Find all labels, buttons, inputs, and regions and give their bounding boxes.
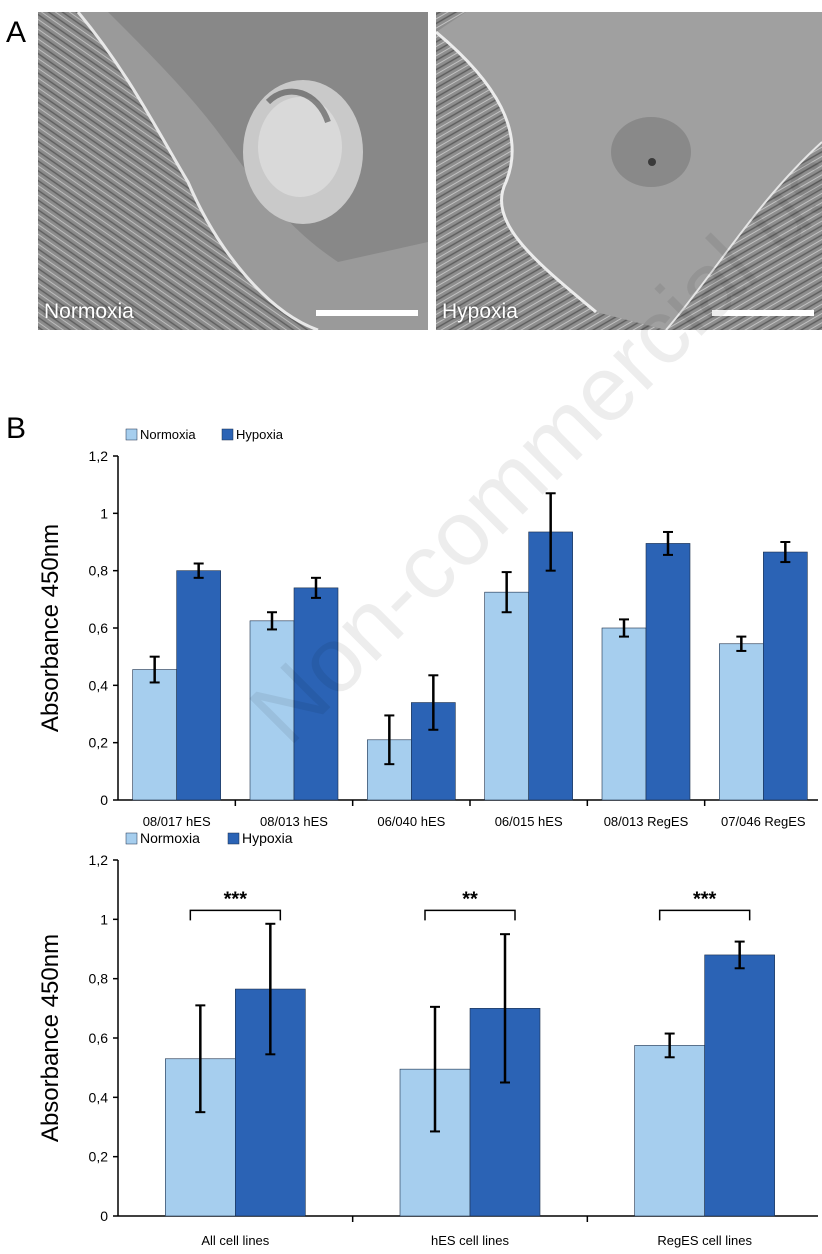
y-axis-label: Absorbance 450nm <box>37 524 64 732</box>
bar-normoxia <box>719 643 764 801</box>
bar-normoxia <box>132 669 177 801</box>
bar-hypoxia <box>763 551 808 801</box>
x-category-label: All cell lines <box>201 1233 269 1248</box>
y-tick-label: 0 <box>100 1208 108 1224</box>
legend-label-hypoxia: Hypoxia <box>236 427 284 442</box>
legend-swatch-hypoxia <box>221 428 234 441</box>
y-tick-label: 0,8 <box>89 563 109 579</box>
y-tick-label: 0,4 <box>89 1089 109 1105</box>
bar-normoxia <box>601 627 647 801</box>
x-category-label: 06/040 hES <box>377 814 445 829</box>
normoxia-micrograph: Normoxia <box>38 12 428 330</box>
normoxia-label: Normoxia <box>44 300 134 323</box>
y-tick-label: 1 <box>100 911 108 927</box>
y-tick-label: 0,4 <box>89 677 109 693</box>
legend-label-normoxia: Normoxia <box>140 830 200 846</box>
scale-bar <box>316 310 418 316</box>
x-category-label: RegES cell lines <box>657 1233 752 1248</box>
normoxia-image <box>38 12 428 330</box>
significance-bracket <box>658 909 751 921</box>
y-tick-label: 1,2 <box>89 448 109 464</box>
significance-bracket <box>189 909 282 921</box>
x-category-label: 06/015 hES <box>495 814 563 829</box>
significance-stars: ** <box>462 888 478 910</box>
bar-hypoxia <box>704 954 775 1217</box>
y-axis-label: Absorbance 450nm <box>37 934 64 1142</box>
y-tick-label: 0,2 <box>89 735 109 751</box>
hypoxia-micrograph: Hypoxia <box>436 12 822 330</box>
legend-swatch-hypoxia <box>227 832 240 845</box>
x-category-label: 08/013 hES <box>260 814 328 829</box>
bar-normoxia <box>484 591 529 801</box>
hypoxia-label: Hypoxia <box>442 300 518 323</box>
y-tick-label: 0,2 <box>89 1149 109 1165</box>
significance-bracket <box>424 909 516 921</box>
y-tick-label: 0,6 <box>89 1030 109 1046</box>
y-tick-label: 0 <box>100 792 108 808</box>
scale-bar <box>712 310 814 316</box>
bar-hypoxia <box>176 570 221 801</box>
significance-stars: *** <box>224 888 248 910</box>
bar-normoxia <box>634 1045 705 1217</box>
legend-swatch-normoxia <box>125 428 138 441</box>
y-tick-label: 0,8 <box>89 971 109 987</box>
significance-stars: *** <box>693 888 717 910</box>
x-category-label: 08/017 hES <box>143 814 211 829</box>
absorbance-chart-cell-lines: 0 0,2 0,4 0,6 0,8 1 1,2 Absorbance 450nm 08/017 … <box>37 427 818 829</box>
x-category-label: hES cell lines <box>431 1233 510 1248</box>
hypoxia-image <box>436 12 822 330</box>
y-tick-label: 0,6 <box>89 620 109 636</box>
bar-hypoxia <box>645 543 691 801</box>
x-category-label: 07/046 RegES <box>721 814 806 829</box>
y-tick-label: 1 <box>100 505 108 521</box>
absorbance-chart-grouped: 0 0,2 0,4 0,6 0,8 1 1,2 Absorbance 450nm All cel… <box>37 830 818 1248</box>
legend-label-normoxia: Normoxia <box>140 427 196 442</box>
x-category-label: 08/013 RegES <box>604 814 689 829</box>
bar-hypoxia <box>293 587 339 801</box>
bar-hypoxia <box>528 531 573 801</box>
y-tick-label: 1,2 <box>89 852 109 868</box>
legend-label-hypoxia: Hypoxia <box>242 830 293 846</box>
panel-a-letter: A <box>6 16 27 49</box>
legend-swatch-normoxia <box>125 832 138 845</box>
bar-normoxia <box>249 620 295 801</box>
panel-b-letter: B <box>6 412 27 445</box>
